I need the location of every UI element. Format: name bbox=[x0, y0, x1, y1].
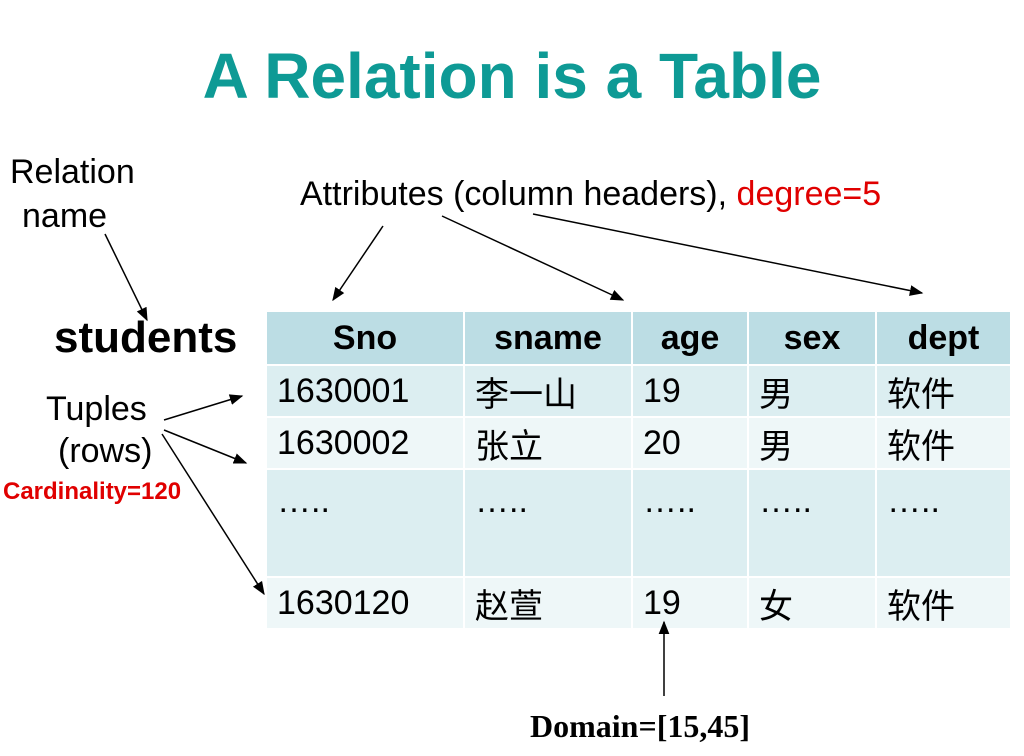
table-cell: ….. bbox=[631, 468, 749, 578]
table-cell: 赵萱 bbox=[463, 576, 633, 630]
table-cell: 李一山 bbox=[463, 364, 633, 418]
table-row: 1630002 张立 20 男 软件 bbox=[265, 416, 1012, 470]
tuples-label-line2: (rows) bbox=[58, 432, 153, 470]
arrow-attr-dept bbox=[532, 213, 924, 296]
attributes-annotation: Attributes (column headers), degree=5 bbox=[300, 172, 881, 216]
arrow-attr-sname bbox=[441, 215, 625, 301]
table-cell: 男 bbox=[747, 364, 877, 418]
relation-label-line2: name bbox=[22, 197, 108, 235]
arrow-tuple-last bbox=[161, 433, 265, 596]
relation-label-line1: Relation bbox=[10, 153, 135, 191]
table-row: 1630001 李一山 19 男 软件 bbox=[265, 364, 1012, 418]
header-row: Sno sname age sex dept bbox=[265, 310, 1012, 366]
relation-name-annotation: Relation name bbox=[10, 150, 135, 238]
table-cell: ….. bbox=[265, 468, 465, 578]
table-cell: 1630120 bbox=[265, 576, 465, 630]
table-cell: ….. bbox=[463, 468, 633, 578]
table-cell: ….. bbox=[875, 468, 1012, 578]
table-cell: 软件 bbox=[875, 364, 1012, 418]
relation-name: students bbox=[54, 313, 238, 362]
table-cell: 1630001 bbox=[265, 364, 465, 418]
column-header-sname: sname bbox=[463, 310, 633, 366]
tuples-label-line1: Tuples bbox=[46, 390, 147, 428]
attributes-label: Attributes (column headers), bbox=[300, 175, 728, 213]
column-header-sex: sex bbox=[747, 310, 877, 366]
table-cell: 1630002 bbox=[265, 416, 465, 470]
arrow-attr-sno bbox=[332, 225, 384, 302]
arrow-relation-name bbox=[104, 233, 148, 322]
column-header-sno: Sno bbox=[265, 310, 465, 366]
table-cell: 男 bbox=[747, 416, 877, 470]
cardinality-label: Cardinality=120 bbox=[3, 478, 182, 505]
table-cell: 女 bbox=[747, 576, 877, 630]
tuples-annotation: Tuples (rows) bbox=[46, 388, 152, 472]
table-cell: 张立 bbox=[463, 416, 633, 470]
domain-label: Domain=[15,45] bbox=[530, 708, 750, 744]
table-row: 1630120 赵萱 19 女 软件 bbox=[265, 576, 1012, 630]
table-cell: 软件 bbox=[875, 416, 1012, 470]
table-cell: 19 bbox=[631, 576, 749, 630]
table-cell: 19 bbox=[631, 364, 749, 418]
table-cell: ….. bbox=[747, 468, 877, 578]
arrow-tuple-2 bbox=[163, 429, 248, 464]
relation-table: Sno sname age sex dept 1630001 李一山 19 男 … bbox=[265, 310, 1012, 630]
column-header-dept: dept bbox=[875, 310, 1012, 366]
table-row: ….. ….. ….. ….. ….. bbox=[265, 468, 1012, 578]
table-cell: 软件 bbox=[875, 576, 1012, 630]
degree-label: degree=5 bbox=[736, 175, 882, 213]
arrow-tuple-1 bbox=[163, 394, 244, 421]
column-header-age: age bbox=[631, 310, 749, 366]
slide-title: A Relation is a Table bbox=[202, 40, 822, 112]
table-cell: 20 bbox=[631, 416, 749, 470]
